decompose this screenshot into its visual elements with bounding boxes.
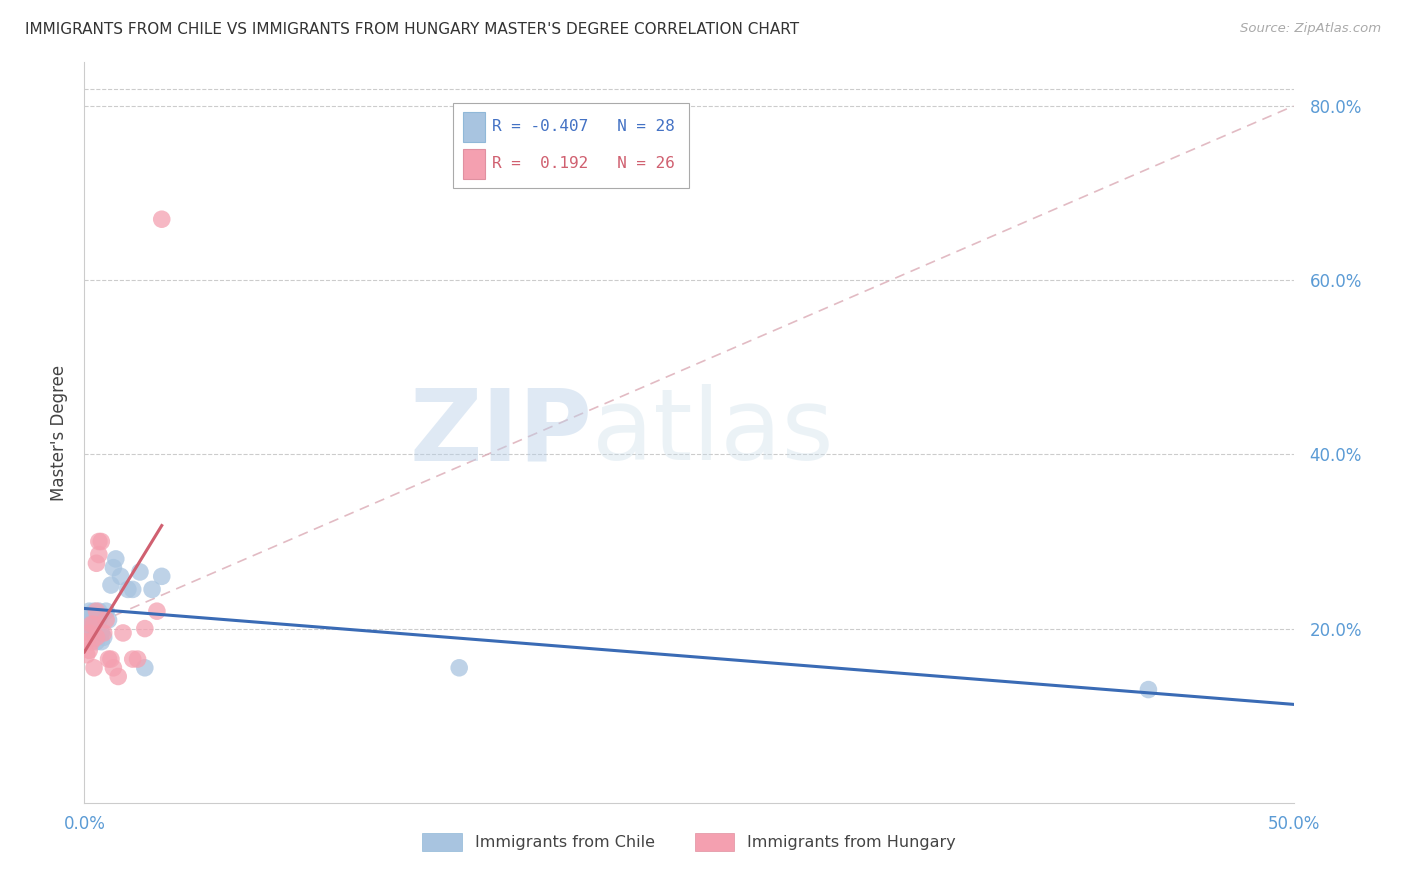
Point bbox=[112, 626, 135, 640]
Point bbox=[93, 630, 115, 644]
Point bbox=[90, 534, 112, 549]
Point bbox=[129, 565, 152, 579]
Point bbox=[121, 652, 143, 666]
Text: Source: ZipAtlas.com: Source: ZipAtlas.com bbox=[1240, 22, 1381, 36]
Point bbox=[94, 613, 117, 627]
Point bbox=[94, 604, 117, 618]
Legend: Immigrants from Chile, Immigrants from Hungary: Immigrants from Chile, Immigrants from H… bbox=[416, 827, 962, 858]
Point bbox=[121, 582, 143, 597]
Point bbox=[90, 634, 112, 648]
FancyBboxPatch shape bbox=[463, 149, 485, 178]
Point bbox=[150, 569, 173, 583]
Point bbox=[77, 604, 100, 618]
Point bbox=[77, 626, 100, 640]
FancyBboxPatch shape bbox=[463, 112, 485, 142]
Text: ZIP: ZIP bbox=[409, 384, 592, 481]
Point bbox=[100, 652, 122, 666]
Point bbox=[97, 613, 120, 627]
Point bbox=[141, 582, 163, 597]
Point bbox=[134, 661, 156, 675]
Text: R = -0.407   N = 28: R = -0.407 N = 28 bbox=[492, 120, 675, 135]
FancyBboxPatch shape bbox=[453, 103, 689, 188]
Point bbox=[87, 604, 110, 618]
Text: R =  0.192   N = 26: R = 0.192 N = 26 bbox=[492, 156, 675, 171]
Point bbox=[127, 652, 149, 666]
Point bbox=[146, 604, 169, 618]
Point bbox=[86, 556, 108, 570]
Point bbox=[80, 617, 103, 632]
Point bbox=[110, 569, 132, 583]
Point bbox=[86, 634, 108, 648]
Point bbox=[80, 613, 103, 627]
Point bbox=[449, 661, 471, 675]
Point bbox=[87, 548, 110, 562]
Point bbox=[83, 604, 105, 618]
Point bbox=[76, 608, 98, 623]
Point bbox=[86, 608, 108, 623]
Point bbox=[83, 661, 105, 675]
Point bbox=[134, 622, 156, 636]
Point bbox=[83, 626, 105, 640]
Text: atlas: atlas bbox=[592, 384, 834, 481]
Point bbox=[93, 626, 115, 640]
Point bbox=[76, 648, 98, 662]
Point bbox=[103, 661, 125, 675]
Point bbox=[77, 643, 100, 657]
Point bbox=[87, 534, 110, 549]
Point bbox=[104, 552, 127, 566]
Point bbox=[117, 582, 139, 597]
Point bbox=[77, 617, 100, 632]
Point bbox=[103, 560, 125, 574]
Y-axis label: Master's Degree: Master's Degree bbox=[49, 365, 67, 500]
Point bbox=[97, 652, 120, 666]
Point bbox=[86, 604, 108, 618]
Point bbox=[1137, 682, 1160, 697]
Point bbox=[83, 617, 105, 632]
Point bbox=[80, 622, 103, 636]
Point bbox=[87, 613, 110, 627]
Point bbox=[150, 212, 173, 227]
Point bbox=[90, 626, 112, 640]
Point bbox=[86, 630, 108, 644]
Point bbox=[80, 634, 103, 648]
Point bbox=[100, 578, 122, 592]
Point bbox=[76, 634, 98, 648]
Text: IMMIGRANTS FROM CHILE VS IMMIGRANTS FROM HUNGARY MASTER'S DEGREE CORRELATION CHA: IMMIGRANTS FROM CHILE VS IMMIGRANTS FROM… bbox=[25, 22, 800, 37]
Point bbox=[107, 669, 129, 683]
